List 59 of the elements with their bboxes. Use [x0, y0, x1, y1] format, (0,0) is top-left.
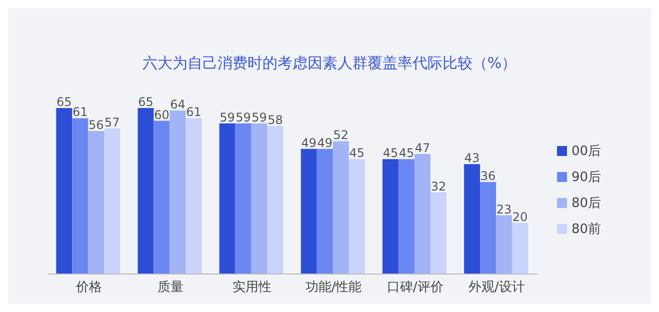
bar	[104, 128, 120, 274]
data-label: 65	[138, 95, 154, 109]
bar	[430, 192, 446, 274]
data-label: 56	[88, 118, 104, 132]
bar	[300, 148, 317, 274]
bar	[382, 159, 398, 274]
data-label: 64	[170, 98, 186, 112]
bar	[170, 110, 186, 274]
data-label: 65	[56, 95, 72, 109]
data-label: 61	[72, 105, 88, 120]
bar	[512, 222, 528, 274]
data-label: 32	[430, 179, 446, 194]
bar	[348, 159, 365, 274]
bar	[88, 130, 104, 274]
data-label: 49	[317, 136, 333, 150]
data-label: 49	[301, 136, 317, 150]
bar	[154, 120, 170, 274]
x-tick-label: 实用性	[232, 280, 272, 296]
data-label: 59	[236, 110, 251, 124]
legend-label: 00后	[571, 144, 601, 159]
bar	[251, 123, 268, 274]
bar	[186, 118, 202, 274]
data-label: 57	[104, 115, 120, 130]
bar	[398, 159, 414, 274]
data-label: 23	[496, 202, 512, 216]
x-tick-label: 外观/设计	[468, 280, 525, 296]
data-label: 59	[252, 110, 267, 124]
bar	[138, 108, 154, 274]
data-label: 45	[382, 146, 398, 160]
x-tick-label: 质量	[157, 280, 184, 296]
data-label: 20	[512, 210, 528, 224]
bar	[414, 154, 430, 274]
bar	[56, 108, 72, 274]
chart-title: 六大为自己消费时的考虑因素人群覆盖率代际比较（%）	[141, 53, 518, 74]
legend-label: 90后	[571, 170, 601, 185]
bar	[332, 141, 349, 274]
data-label: 43	[464, 151, 480, 166]
x-tick-label: 口碑/评价	[386, 280, 444, 296]
data-label: 60	[154, 108, 170, 122]
bar	[496, 215, 512, 274]
data-label: 45	[398, 146, 414, 160]
x-tick-label: 功能/性能	[305, 280, 362, 296]
data-label: 45	[349, 146, 365, 160]
bar	[219, 123, 236, 274]
legend-label: 80后	[571, 196, 601, 211]
data-label: 58	[268, 112, 283, 127]
data-label: 59	[220, 110, 235, 124]
data-label: 52	[333, 128, 349, 142]
legend-label: 80前	[571, 222, 601, 237]
bar	[480, 182, 496, 274]
x-tick-label: 价格	[74, 280, 102, 296]
bar	[316, 148, 333, 274]
bar	[235, 123, 252, 274]
bar	[464, 164, 480, 274]
data-label: 36	[480, 169, 496, 184]
bar	[72, 118, 88, 274]
bar	[267, 126, 284, 274]
data-label: 47	[414, 140, 430, 155]
data-label: 61	[186, 105, 202, 120]
